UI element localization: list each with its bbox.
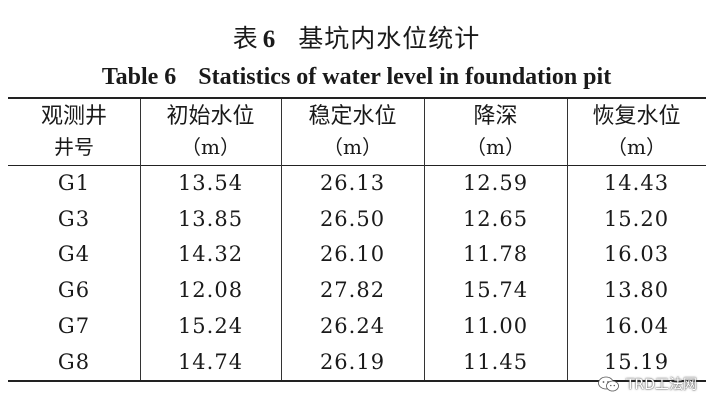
cell-recovery-level: 14.43 (603, 170, 670, 195)
table-row: G7 15.24 26.24 11.00 16.04 (8, 308, 706, 344)
column-divider (281, 99, 282, 380)
cell-drawdown: 12.65 (462, 206, 529, 231)
column-divider (567, 99, 568, 380)
cell-recovery-level: 16.04 (603, 314, 670, 339)
cell-initial-level: 14.32 (177, 242, 244, 267)
table-row: G4 14.32 26.10 11.78 16.03 (8, 237, 706, 273)
watermark-text: TRD工法网 (625, 377, 697, 393)
watermark: TRD工法网 (598, 374, 697, 394)
column-divider (140, 99, 141, 380)
cell-stable-level: 27.82 (319, 278, 386, 303)
cell-drawdown: 12.59 (462, 170, 529, 195)
cell-drawdown: 11.00 (462, 314, 529, 339)
cell-stable-level: 26.24 (319, 314, 386, 339)
title-cn-text: 基坑内水位统计 (298, 24, 481, 53)
header-stable-level: 稳定水位 （m） (308, 104, 397, 159)
cell-stable-level: 26.13 (319, 170, 386, 195)
header-initial-level: 初始水位 （m） (166, 104, 255, 159)
header-recovery-level: 恢复水位 （m） (592, 104, 681, 159)
bottom-rule (8, 380, 706, 382)
title-en-label: Table 6 (101, 64, 177, 90)
cell-drawdown: 11.45 (462, 349, 529, 374)
cell-drawdown: 11.78 (462, 242, 529, 267)
table-row: G3 13.85 26.50 12.65 15.20 (8, 201, 706, 237)
cell-recovery-level: 13.80 (603, 278, 670, 303)
cell-well-id: G7 (57, 314, 91, 339)
wechat-icon (598, 376, 619, 392)
cell-initial-level: 12.08 (177, 278, 244, 303)
cell-stable-level: 26.10 (319, 242, 386, 267)
header-row: 观测井 井号 初始水位 （m） 稳定水位 （m） 降深 （m） 恢复水位 （m） (8, 99, 706, 165)
cell-well-id: G3 (57, 206, 91, 231)
cell-well-id: G6 (57, 278, 91, 303)
cell-stable-level: 26.19 (319, 349, 386, 374)
title-cn-number: 6 (262, 26, 277, 53)
column-divider (424, 99, 425, 380)
cell-well-id: G8 (57, 349, 91, 374)
cell-initial-level: 14.74 (177, 349, 244, 374)
cell-initial-level: 15.24 (177, 314, 244, 339)
title-en-text: Statistics of water level in foundation … (198, 64, 612, 90)
cell-initial-level: 13.54 (177, 170, 244, 195)
top-rule (8, 97, 706, 99)
cell-drawdown: 15.74 (462, 278, 529, 303)
water-level-table: 观测井 井号 初始水位 （m） 稳定水位 （m） 降深 （m） 恢复水位 （m） G1 1… (8, 99, 706, 380)
table-row: G6 12.08 27.82 15.74 13.80 (8, 272, 706, 308)
table-title-chinese: 表 6 基坑内水位统计 (0, 22, 713, 57)
cell-well-id: G1 (57, 170, 91, 195)
cell-initial-level: 13.85 (177, 206, 244, 231)
cell-recovery-level: 16.03 (603, 242, 670, 267)
cell-recovery-level: 15.19 (603, 349, 670, 374)
cell-recovery-level: 15.20 (603, 206, 670, 231)
header-drawdown: 降深 （m） (466, 104, 525, 159)
cell-well-id: G4 (57, 242, 91, 267)
table-row: G8 14.74 26.19 11.45 15.19 (8, 344, 706, 380)
cell-stable-level: 26.50 (319, 206, 386, 231)
table-title-english: Table 6 Statistics of water level in foun… (0, 60, 713, 94)
title-cn-prefix: 表 (232, 24, 259, 53)
header-rule (8, 165, 706, 166)
table-row: G1 13.54 26.13 12.59 14.43 (8, 165, 706, 201)
header-well-id: 观测井 井号 (40, 104, 107, 159)
